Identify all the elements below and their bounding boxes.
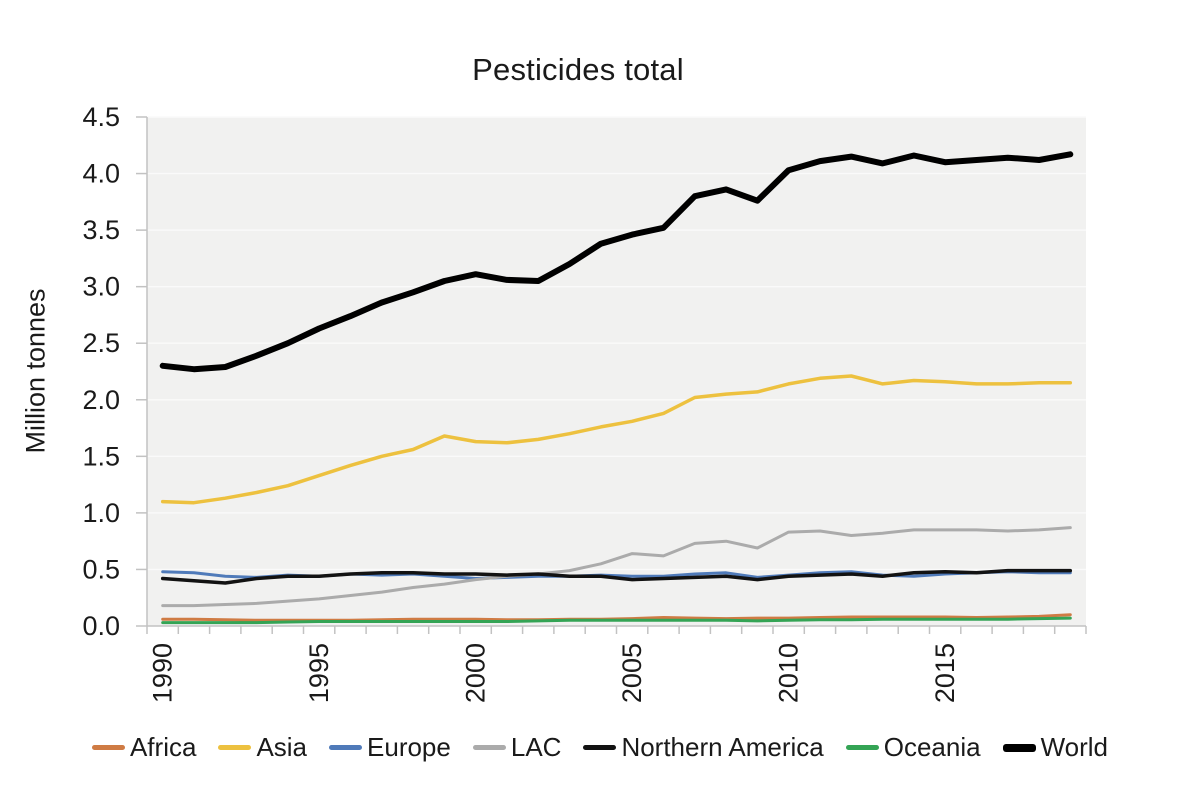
series-line-oceania [161, 616, 1072, 625]
legend-swatch-northern-america [583, 745, 617, 750]
legend-item-asia: Asia [218, 732, 307, 763]
legend-swatch-africa [91, 745, 125, 750]
y-tick-label: 1.5 [82, 441, 120, 471]
legend-label-asia: Asia [256, 732, 308, 762]
y-tick-label: 0.5 [82, 554, 120, 584]
y-tick-label: 3.0 [82, 272, 120, 302]
x-tick-label: 2005 [617, 643, 647, 703]
legend-swatch-europe [329, 745, 363, 750]
y-tick-label: 0.0 [82, 611, 120, 641]
x-axis-labels: 1990 1995 2000 2005 2010 2015 [148, 643, 961, 703]
x-tick-label: 2000 [461, 643, 491, 703]
x-tick-label: 2010 [774, 643, 804, 703]
legend-item-northern-america: Northern America [583, 732, 824, 763]
y-tick-label: 2.5 [82, 328, 120, 358]
x-axis-ticks [146, 626, 1087, 634]
series-line-lac [161, 526, 1072, 608]
legend-item-world: World [1002, 732, 1109, 763]
legend-label-europe: Europe [367, 732, 451, 762]
legend-item-africa: Africa [91, 732, 197, 763]
y-tick-label: 4.0 [82, 159, 120, 189]
x-tick-label: 1995 [304, 643, 334, 703]
y-tick-label: 3.5 [82, 215, 120, 245]
plot-area [147, 117, 1086, 626]
series-line-world [159, 151, 1074, 373]
legend-swatch-asia [218, 745, 252, 750]
legend-swatch-lac [472, 745, 506, 750]
legend-swatch-oceania [845, 745, 879, 750]
series-lines [159, 151, 1074, 625]
series-line-northern-america [160, 568, 1073, 585]
y-tick-label: 4.5 [82, 102, 120, 132]
legend-item-oceania: Oceania [845, 732, 981, 763]
legend-swatch-world [1002, 743, 1036, 752]
series-line-asia [160, 374, 1073, 505]
y-axis-ticks: 0.0 0.5 1.0 1.5 2.0 2.5 3.0 3.5 4.0 4.5 [82, 102, 147, 641]
legend-label-africa: Africa [129, 732, 197, 762]
y-tick-label: 2.0 [82, 385, 120, 415]
x-tick-label: 2015 [930, 643, 960, 703]
chart-legend: Africa Asia Europe LAC Northern America Ocean… [20, 732, 1180, 763]
legend-item-lac: LAC [472, 732, 562, 763]
chart-title: Pesticides total [472, 52, 684, 87]
line-chart-canvas: 0.0 0.5 1.0 1.5 2.0 2.5 3.0 3.5 4.0 4.5 1990 1995 20… [82, 102, 1087, 703]
legend-label-northern-america: Northern America [621, 732, 824, 762]
legend-item-europe: Europe [329, 732, 451, 763]
y-tick-label: 1.0 [82, 498, 120, 528]
legend-label-oceania: Oceania [883, 732, 981, 762]
gridlines [147, 116, 1086, 571]
legend-label-lac: LAC [510, 732, 562, 762]
x-tick-label: 1990 [148, 643, 178, 703]
legend-label-world: World [1040, 732, 1109, 762]
